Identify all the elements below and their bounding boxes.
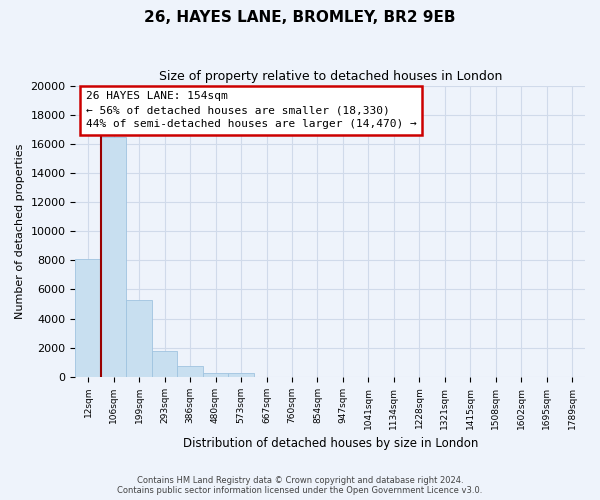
Bar (152, 350, 178, 377)
Text: 26 HAYES LANE: 154sqm
← 56% of detached houses are smaller (18,330)
44% of semi-: 26 HAYES LANE: 154sqm ← 56% of detached … (86, 92, 416, 130)
X-axis label: Distribution of detached houses by size in London: Distribution of detached houses by size … (182, 437, 478, 450)
Bar (228, 372, 254, 377)
Text: Contains HM Land Registry data © Crown copyright and database right 2024.
Contai: Contains HM Land Registry data © Crown c… (118, 476, 482, 495)
Bar (101, 136, 127, 377)
Bar (203, 372, 228, 377)
Bar (127, 300, 152, 377)
Bar (178, 366, 203, 377)
Bar (76, 259, 101, 377)
Text: 26, HAYES LANE, BROMLEY, BR2 9EB: 26, HAYES LANE, BROMLEY, BR2 9EB (144, 10, 456, 25)
Title: Size of property relative to detached houses in London: Size of property relative to detached ho… (158, 70, 502, 83)
Y-axis label: Number of detached properties: Number of detached properties (15, 144, 25, 319)
